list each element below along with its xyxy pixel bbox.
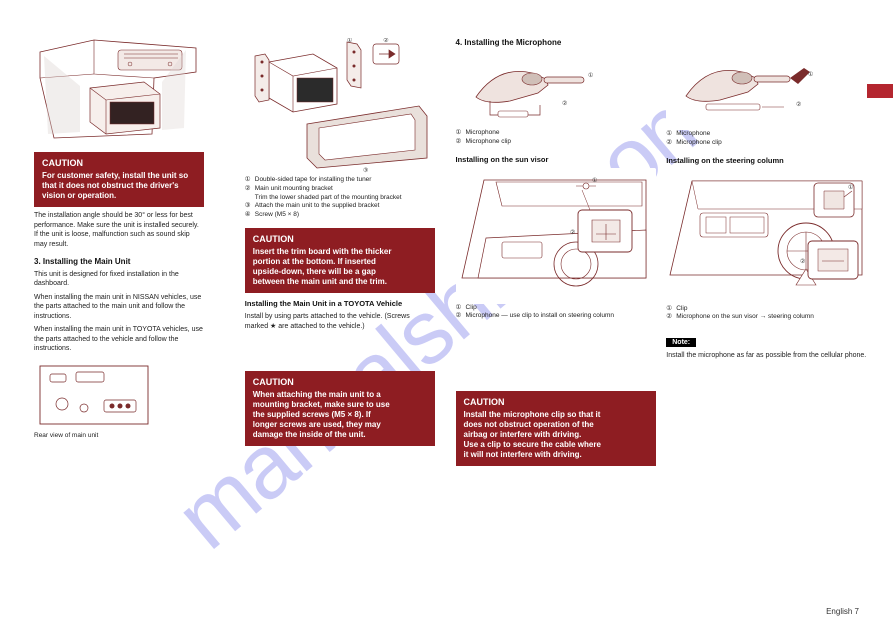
heading-install-main-unit: 3. Installing the Main Unit bbox=[34, 257, 227, 266]
paragraph-toyota: Install by using parts attached to the v… bbox=[245, 312, 435, 331]
caution-3-title: CAUTION bbox=[253, 377, 427, 388]
caution-4-line: Use a clip to secure the cable where bbox=[464, 440, 648, 450]
illustration-steering-column: ① ② bbox=[666, 169, 866, 305]
column-1: CAUTION For customer safety, install the… bbox=[34, 38, 227, 610]
illustration-rear-view bbox=[34, 360, 154, 430]
page-number: English 7 bbox=[826, 607, 859, 616]
paragraph-3c: When installing the main unit in TOYOTA … bbox=[34, 325, 204, 353]
svg-text:②: ② bbox=[383, 38, 388, 44]
caution-3-line: damage the inside of the unit. bbox=[253, 430, 427, 440]
label-line: Microphone bbox=[676, 130, 710, 137]
mic-labels-a: ①Microphone ②Microphone clip bbox=[456, 129, 636, 147]
subhead-steering-column: Installing on the steering column bbox=[666, 156, 859, 165]
column-4: ① ② ①Microphone ②Microphone clip Install… bbox=[666, 38, 859, 610]
label-line: Attach the main unit to the supplied bra… bbox=[255, 202, 380, 209]
caution-box-2: CAUTION Insert the trim board with the t… bbox=[245, 228, 435, 293]
caution-1-line: that it does not obstruct the driver's bbox=[42, 181, 196, 191]
svg-text:②: ② bbox=[800, 258, 805, 265]
caution-4-line: it will not interfere with driving. bbox=[464, 450, 648, 460]
caution-4-title: CAUTION bbox=[464, 397, 648, 408]
svg-text:①: ① bbox=[347, 38, 352, 44]
visor-labels: ①Clip ②Microphone — use clip to install … bbox=[456, 304, 656, 322]
heading-install-mic: 4. Installing the Microphone bbox=[456, 38, 649, 47]
label-line: Microphone clip bbox=[466, 138, 512, 145]
bracket-labels: ①Double-sided tape for installing the tu… bbox=[245, 176, 435, 220]
caution-3-line: longer screws are used, they may bbox=[253, 420, 427, 430]
caution-1-title: CAUTION bbox=[42, 158, 196, 169]
caution-2-line: upside-down, there will be a gap bbox=[253, 267, 427, 277]
svg-text:②: ② bbox=[570, 229, 575, 236]
side-tab bbox=[867, 84, 893, 98]
caution-2-line: portion at the bottom. If inserted bbox=[253, 257, 427, 267]
caution-box-1: CAUTION For customer safety, install the… bbox=[34, 152, 204, 207]
illustration-bracket-trim: ② ① ③ bbox=[245, 38, 435, 174]
label-line: Microphone clip bbox=[676, 139, 722, 146]
label-line: Clip bbox=[676, 305, 687, 312]
note-body: Install the microphone as far as possibl… bbox=[666, 351, 866, 360]
paragraph-3b: When installing the main unit in NISSAN … bbox=[34, 293, 204, 321]
svg-text:②: ② bbox=[796, 101, 801, 108]
caution-4-line: airbag or interfere with driving. bbox=[464, 430, 648, 440]
svg-text:①: ① bbox=[588, 72, 593, 79]
label-line: Microphone on the sun visor → steering c… bbox=[676, 313, 814, 320]
label-line: Microphone — use clip to install on stee… bbox=[466, 312, 615, 319]
label-line: Microphone bbox=[466, 129, 500, 136]
svg-text:①: ① bbox=[848, 184, 853, 191]
illustration-dashboard-unit bbox=[34, 38, 204, 146]
label-line: Main unit mounting bracket bbox=[255, 185, 333, 192]
caution-4-line: Install the microphone clip so that it bbox=[464, 410, 648, 420]
label-line: Trim the lower shaded part of the mounti… bbox=[255, 194, 435, 203]
caution-2-line: between the main unit and the trim. bbox=[253, 277, 427, 287]
column-2: ② ① ③ ①Double-sided tape for installing … bbox=[245, 38, 438, 610]
mic-labels-b: ①Microphone ②Microphone clip bbox=[666, 130, 846, 148]
caution-1-line: vision or operation. bbox=[42, 191, 196, 201]
note-badge: Note: bbox=[666, 338, 696, 347]
label-line: Clip bbox=[466, 304, 477, 311]
caution-3-line: When attaching the main unit to a bbox=[253, 390, 427, 400]
content-columns: CAUTION For customer safety, install the… bbox=[34, 38, 859, 610]
steering-labels: ①Clip ②Microphone on the sun visor → ste… bbox=[666, 305, 866, 323]
svg-text:①: ① bbox=[808, 71, 813, 78]
caution-2-line: Insert the trim board with the thicker bbox=[253, 247, 427, 257]
illustration-mic-clip-a: ① ② bbox=[456, 51, 636, 129]
svg-text:①: ① bbox=[592, 177, 597, 184]
paragraph-3a: This unit is designed for fixed installa… bbox=[34, 270, 204, 289]
illustration-mic-clip-b: ① ② bbox=[666, 52, 846, 130]
caution-box-3: CAUTION When attaching the main unit to … bbox=[245, 371, 435, 446]
caution-4-line: does not obstruct operation of the bbox=[464, 420, 648, 430]
column-3: 4. Installing the Microphone ① ② ①Microp… bbox=[456, 38, 649, 610]
caution-3-line: the supplied screws (M5 × 8). If bbox=[253, 410, 427, 420]
subhead-sun-visor: Installing on the sun visor bbox=[456, 155, 649, 164]
caution-3-line: mounting bracket, make sure to use bbox=[253, 400, 427, 410]
svg-text:②: ② bbox=[562, 100, 567, 107]
paragraph-install-angle: The installation angle should be 30° or … bbox=[34, 211, 204, 249]
caption-rear-view: Rear view of main unit bbox=[34, 432, 227, 441]
svg-text:③: ③ bbox=[363, 167, 368, 174]
subhead-toyota: Installing the Main Unit in a TOYOTA Veh… bbox=[245, 299, 435, 308]
caution-1-line: For customer safety, install the unit so bbox=[42, 171, 196, 181]
label-line: Screw (M5 × 8) bbox=[255, 211, 299, 218]
caution-box-4: CAUTION Install the microphone clip so t… bbox=[456, 391, 656, 466]
label-line: Double-sided tape for installing the tun… bbox=[255, 176, 372, 183]
illustration-sun-visor: ① ② bbox=[456, 168, 656, 304]
caution-2-title: CAUTION bbox=[253, 234, 427, 245]
